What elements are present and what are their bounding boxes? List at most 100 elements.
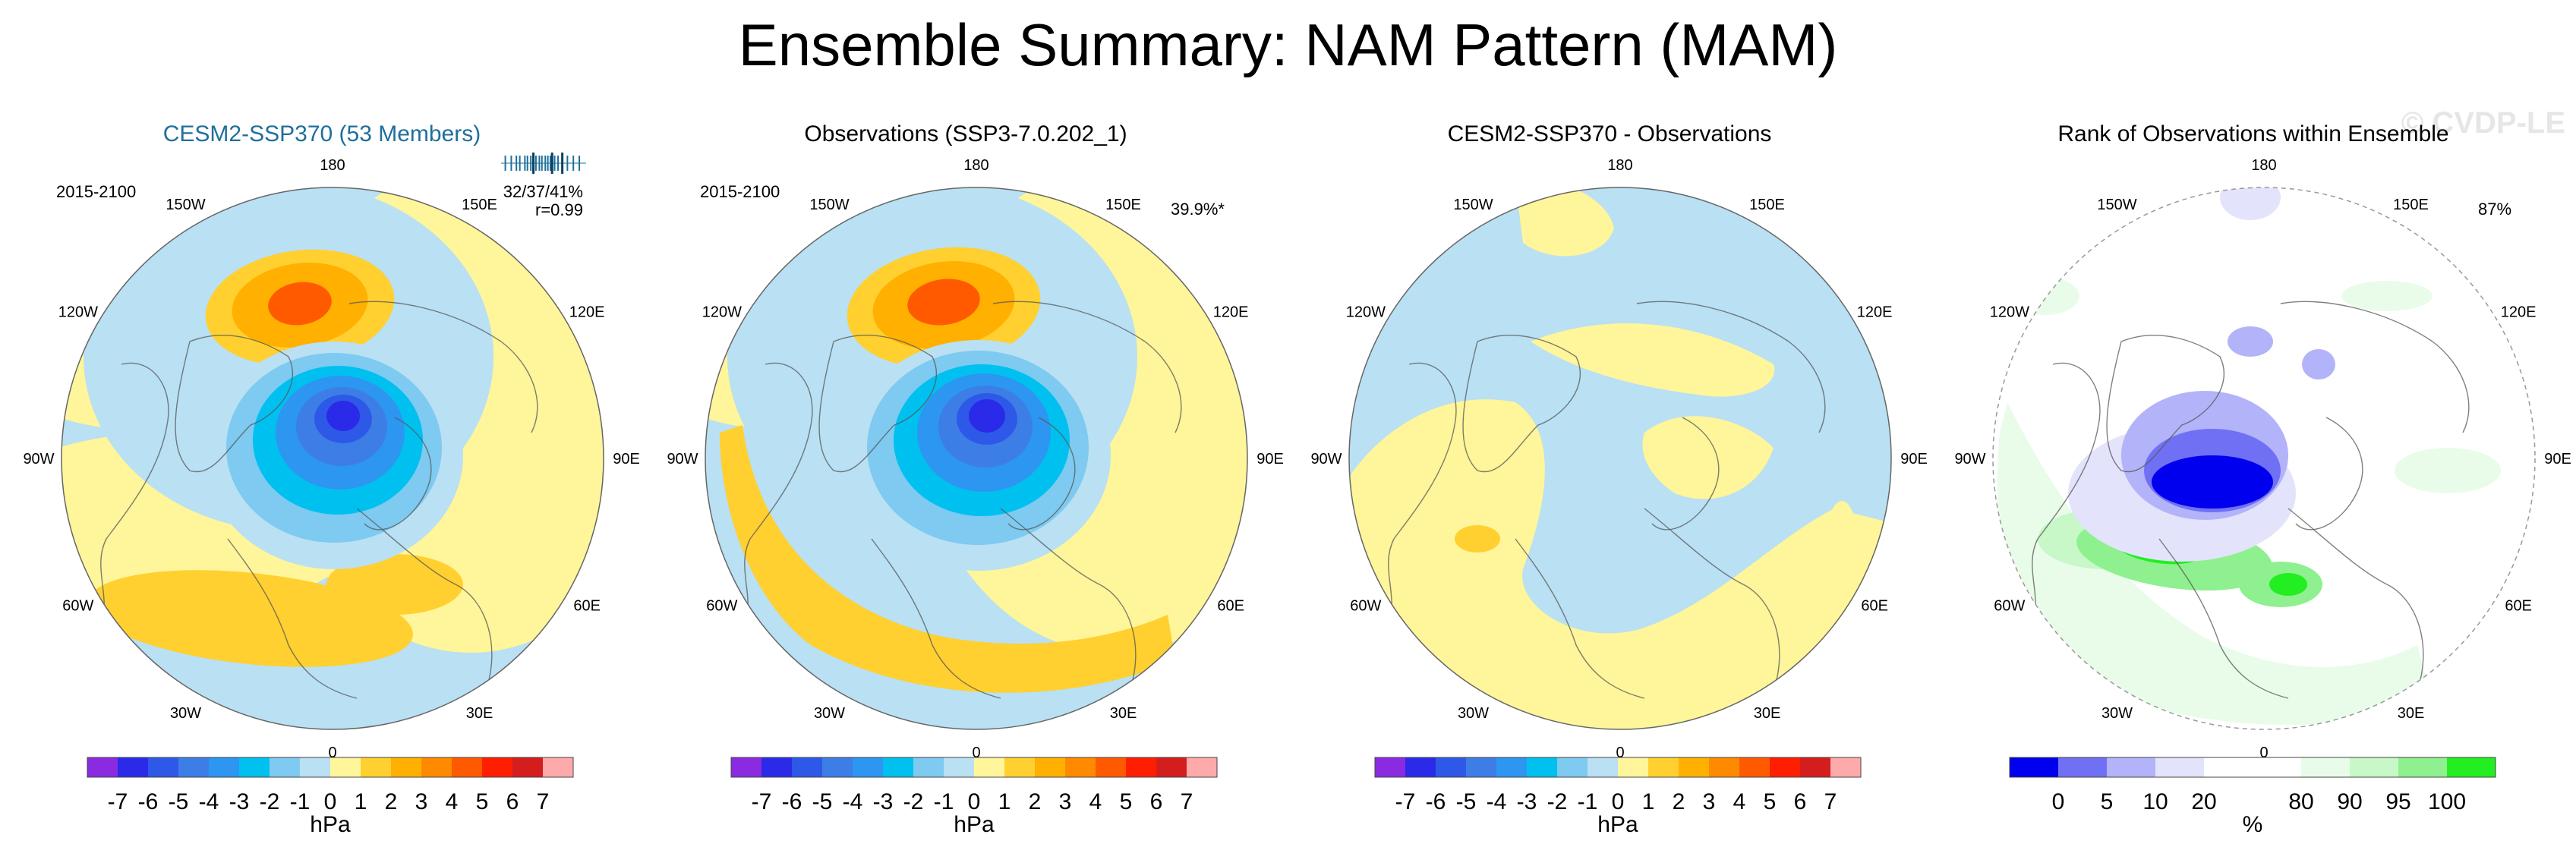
longitude-label: 60E bbox=[2505, 598, 2532, 615]
coastline bbox=[1386, 362, 1457, 631]
colorbar-tick-label: 4 bbox=[1733, 789, 1746, 814]
colorbar-tick-label: 1 bbox=[355, 789, 367, 814]
colorbar-tick-label: 6 bbox=[1794, 789, 1807, 814]
colorbar-tick-label: -2 bbox=[903, 789, 924, 814]
coastline bbox=[2158, 538, 2289, 699]
colorbar-swatch bbox=[1800, 757, 1831, 777]
colorbar-swatch bbox=[1126, 757, 1157, 777]
pattern-correlation-label: r=0.99 bbox=[535, 200, 583, 219]
colorbar-swatch bbox=[209, 757, 240, 777]
colorbar-tick-label: -6 bbox=[1426, 789, 1446, 814]
contour-region bbox=[2269, 573, 2307, 596]
contour-region bbox=[1827, 501, 1857, 577]
longitude-label: 150W bbox=[809, 197, 849, 213]
colorbar-swatch bbox=[913, 757, 944, 777]
colorbar-swatch bbox=[944, 757, 975, 777]
longitude-label: 150E bbox=[1749, 197, 1785, 213]
panel-title: Rank of Observations within Ensemble bbox=[2057, 121, 2449, 146]
colorbar-swatch bbox=[148, 757, 179, 777]
longitude-label: 120W bbox=[702, 304, 742, 321]
colorbar-unit-label: hPa bbox=[1597, 812, 1638, 837]
colorbar: -7 -6 -5 -4 -3 -2 -1 0 1 2 3 4 5 6 7 hPa bbox=[1374, 757, 1862, 837]
contour-region bbox=[2302, 349, 2335, 379]
coastline bbox=[871, 538, 1001, 699]
colorbar-tick-label: 10 bbox=[2142, 789, 2168, 814]
colorbar-unit-label: hPa bbox=[954, 812, 995, 837]
colorbar-swatch bbox=[2155, 757, 2205, 777]
coastline bbox=[2280, 301, 2470, 433]
colorbar-swatch bbox=[2204, 757, 2253, 777]
contour-region bbox=[2228, 326, 2273, 357]
colorbar-swatch bbox=[1156, 757, 1187, 777]
colorbar-swatch bbox=[1187, 757, 1218, 777]
colorbar-swatch bbox=[822, 757, 853, 777]
colorbar-tick-label: 6 bbox=[506, 789, 519, 814]
colorbar-tick-label: 80 bbox=[2288, 789, 2313, 814]
colorbar-tick-label: 7 bbox=[537, 789, 550, 814]
colorbar-tick-label: -4 bbox=[843, 789, 863, 814]
colorbar-unit-label: % bbox=[2243, 812, 2263, 837]
longitude-label: 150E bbox=[1105, 197, 1141, 213]
colorbar-tick-label: -1 bbox=[1578, 789, 1598, 814]
colorbar-swatch bbox=[2058, 757, 2108, 777]
colorbar-tick-label: -5 bbox=[1456, 789, 1477, 814]
map-field bbox=[705, 187, 1247, 729]
longitude-label: 0 bbox=[2259, 745, 2268, 761]
colorbar-swatch bbox=[1405, 757, 1436, 777]
longitude-label: 60W bbox=[706, 598, 737, 615]
colorbar-swatch bbox=[452, 757, 483, 777]
colorbar-tick-label: -6 bbox=[138, 789, 159, 814]
longitude-label: 90E bbox=[1900, 451, 1928, 468]
colorbar-swatch bbox=[361, 757, 392, 777]
colorbar-tick-label: 95 bbox=[2385, 789, 2410, 814]
period-label: 2015-2100 bbox=[700, 182, 780, 201]
longitude-label: 90E bbox=[2544, 451, 2571, 468]
longitude-label: 90W bbox=[667, 451, 698, 468]
colorbar-swatch bbox=[1770, 757, 1801, 777]
coastline bbox=[364, 417, 432, 531]
contour-region bbox=[326, 554, 463, 615]
colorbar-tick-label: 1 bbox=[998, 789, 1011, 814]
colorbar-frame bbox=[730, 757, 1218, 778]
contour-region bbox=[2152, 455, 2273, 509]
period-label: 2015-2100 bbox=[56, 182, 136, 201]
colorbar-tick-label: -1 bbox=[290, 789, 311, 814]
colorbar-swatch bbox=[761, 757, 793, 777]
coastline bbox=[1515, 538, 1645, 699]
coastline bbox=[227, 538, 358, 699]
percentile-label: 87% bbox=[2478, 200, 2511, 219]
colorbar-tick-label: 90 bbox=[2337, 789, 2362, 814]
longitude-label: 120E bbox=[1857, 304, 1893, 321]
colorbar-tick-label: 5 bbox=[2101, 789, 2114, 814]
contour-region bbox=[2220, 187, 2281, 220]
longitude-label: 120W bbox=[1990, 304, 2029, 321]
longitude-label: 30W bbox=[2101, 705, 2133, 722]
colorbar-swatch bbox=[1375, 757, 1406, 777]
longitude-label: 0 bbox=[972, 745, 980, 761]
colorbar-swatch bbox=[1035, 757, 1066, 777]
longitude-label: 150W bbox=[1453, 197, 1493, 213]
contour-region bbox=[720, 425, 1175, 693]
pattern-stats-label: 32/37/41% bbox=[503, 182, 583, 201]
colorbar-tick-label: 4 bbox=[1089, 789, 1102, 814]
colorbar-swatch bbox=[512, 757, 544, 777]
colorbar-tick-label: 1 bbox=[1642, 789, 1655, 814]
colorbar-swatch bbox=[1739, 757, 1770, 777]
longitude-label: 60W bbox=[1350, 598, 1381, 615]
longitude-label: 60E bbox=[573, 598, 601, 615]
map-field bbox=[1349, 187, 1891, 729]
longitude-label: 180 bbox=[2251, 157, 2276, 174]
watermark: © CVDP-LE bbox=[2401, 106, 2565, 140]
colorbar-tick-label: -5 bbox=[812, 789, 833, 814]
coastline bbox=[175, 335, 294, 473]
colorbar-swatch bbox=[421, 757, 452, 777]
colorbar-swatch bbox=[330, 757, 361, 777]
colorbar-swatch bbox=[974, 757, 1005, 777]
contour-region bbox=[326, 401, 360, 431]
coastline bbox=[2288, 508, 2424, 691]
coastline bbox=[1462, 335, 1581, 473]
colorbar-tick-label: 0 bbox=[324, 789, 337, 814]
colorbar-swatch bbox=[1096, 757, 1127, 777]
panel-difference: 180 150E 120E 90E 60E 30E 0 30W 60W 90W 120W 150W -7… bbox=[1288, 114, 1931, 842]
contour-region bbox=[1349, 399, 1891, 729]
